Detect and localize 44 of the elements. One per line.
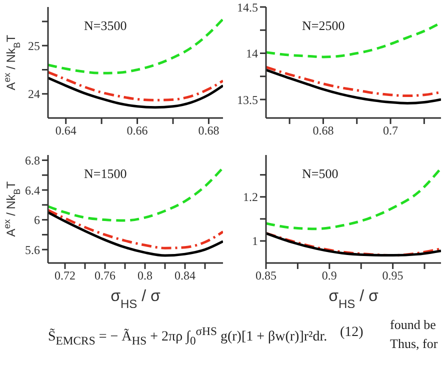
y-tick-label: 1.2 [243,190,258,204]
x-axis-title: σ$_{HS}$ / σ [110,288,160,311]
line-series [48,211,223,257]
line-series [266,232,441,257]
y-tick-label: 14 [246,46,258,61]
line-series [48,76,223,109]
line-series [266,68,441,104]
line-series [48,70,223,102]
line-series [266,166,441,230]
y-tick-label: 6.4 [25,183,40,198]
x-tick-label: 0.72 [54,268,76,283]
x-tick-label: 0.68 [312,124,334,138]
x-axis-title: σ$_{HS}$ / σ [328,288,378,311]
text: (12) [340,325,364,341]
annotation: N=500 [302,166,338,182]
x-tick-label: 0.8 [138,268,152,283]
text: S̃$_{EMCRS}$ = − Ã$_{HS}$ + 2πρ ∫$_{0}$$^{σHS}$ g(r)[1 + βw(r)]r²dr. [48,325,328,348]
annotation: N=2500 [302,18,345,34]
x-tick-label: 0.66 [126,124,148,138]
line-series [48,18,223,74]
y-tick-label: 25 [28,38,40,53]
y-tick-label: 1 [252,234,258,248]
x-tick-label: 0.64 [55,124,76,138]
y-tick-label: 6 [34,213,40,228]
text: Thus, for [390,336,438,352]
line-series [48,166,223,222]
y-tick-label: 13.5 [237,92,258,107]
y-tick-label: 14.5 [237,0,258,14]
y-tick-label: 6.8 [25,153,40,168]
text: found be [390,317,436,333]
x-tick-label: 0.68 [198,124,220,138]
x-tick-label: 0.7 [383,124,398,138]
annotation: N=1500 [84,166,127,182]
x-tick-label: 0.9 [322,268,337,283]
y-tick-label: 24 [28,87,40,102]
annotation: N=3500 [84,18,127,34]
x-tick-label: 0.95 [382,268,404,283]
x-tick-label: 0.76 [94,268,116,283]
line-series [266,66,441,98]
line-series [48,208,223,250]
line-series [266,21,441,58]
x-tick-label: 0.84 [174,268,196,283]
y-tick-label: 5.6 [25,242,40,257]
x-tick-label: 0.85 [256,268,276,283]
